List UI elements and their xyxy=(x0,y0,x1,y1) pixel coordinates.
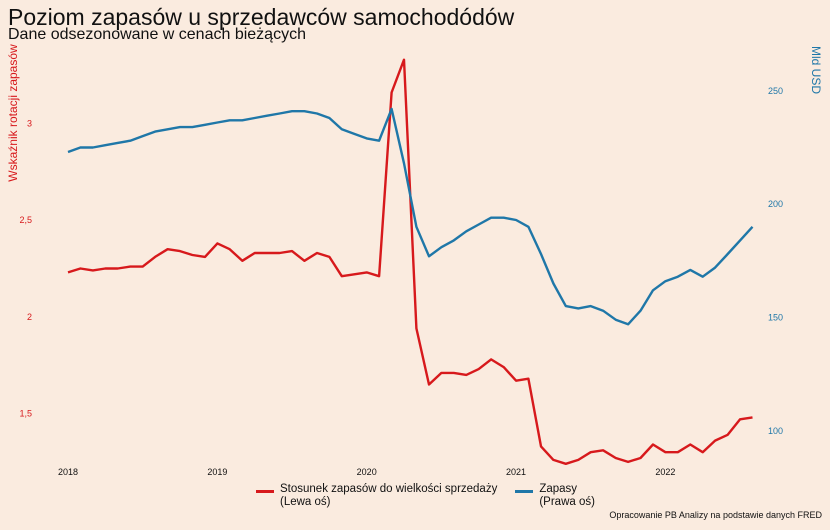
series-layer xyxy=(67,58,754,465)
y-right-tick-label: 150 xyxy=(768,312,783,322)
y-axis-right-label: Mld USD xyxy=(809,46,823,94)
series-line-inventory xyxy=(67,107,754,326)
y-left-tick-label: 1,5 xyxy=(19,409,32,419)
y-right-tick-label: 250 xyxy=(768,86,783,96)
legend-item-ratio: Stosunek zapasów do wielkości sprzedaży … xyxy=(256,483,497,509)
y-left-tick-label: 2 xyxy=(27,312,32,322)
y-left-tick-label: 3 xyxy=(27,118,32,128)
legend-label-ratio: Stosunek zapasów do wielkości sprzedaży … xyxy=(280,483,498,508)
y-right-tick-label: 100 xyxy=(768,426,783,436)
legend-label-inventory: Zapasy (Prawa oś) xyxy=(539,483,595,508)
series-line-ratio xyxy=(67,58,753,465)
source-credit: Opracowanie PB Analizy na podstawie dany… xyxy=(609,510,822,520)
y-axis-left-ticks: 1,5 2 2,5 3 xyxy=(19,118,32,418)
y-axis-right-ticks: 100 150 200 250 xyxy=(768,86,783,436)
y-left-tick-label: 2,5 xyxy=(19,215,32,225)
x-tick-label: 2019 xyxy=(207,467,227,477)
x-tick-label: 2022 xyxy=(655,467,675,477)
x-tick-label: 2018 xyxy=(58,467,78,477)
legend-swatch-ratio xyxy=(256,490,274,493)
chart-subtitle: Dane odsezonowane w cenach bieżących xyxy=(8,26,306,43)
y-axis-left-label: Wskaźnik rotacji zapasów xyxy=(6,44,20,182)
x-tick-label: 2021 xyxy=(506,467,526,477)
legend: Stosunek zapasów do wielkości sprzedaży … xyxy=(256,483,595,509)
legend-item-inventory: Zapasy (Prawa oś) xyxy=(515,483,595,509)
x-axis-ticks: 2018 2019 2020 2021 2022 xyxy=(58,467,675,477)
legend-swatch-inventory xyxy=(515,490,534,493)
y-right-tick-label: 200 xyxy=(768,199,783,209)
x-tick-label: 2020 xyxy=(357,467,377,477)
chart-title: Poziom zapasów u sprzedawców samochodódó… xyxy=(8,4,515,30)
